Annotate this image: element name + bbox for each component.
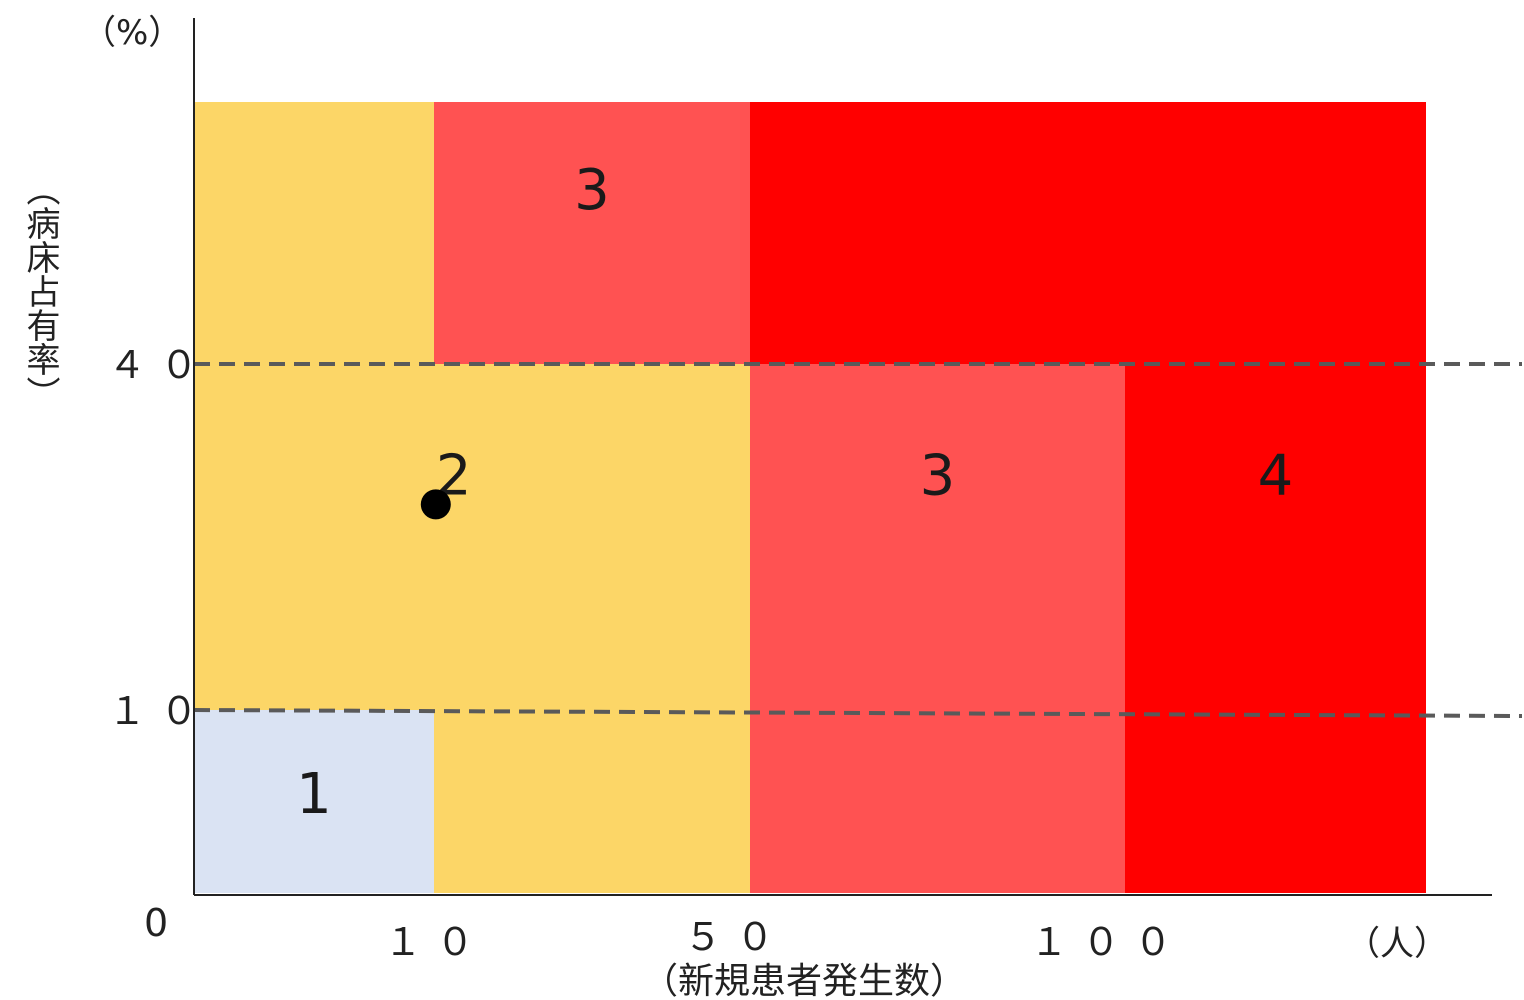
zone-label-zone-3-top: 3 — [574, 158, 610, 223]
current-status-point — [420, 489, 451, 520]
x-tick-label-10: １０ — [384, 920, 488, 964]
point-layer — [420, 489, 451, 520]
zone-zone-4-right — [1125, 364, 1426, 893]
zones-layer — [194, 102, 1426, 893]
threshold-line-10 — [193, 708, 1523, 718]
x-tick-label-100: １００ — [1030, 920, 1186, 964]
x-axis-label: （新規患者発生数） — [642, 961, 966, 1000]
y-tick-label-10: １０ — [108, 689, 212, 733]
y-axis-label: （病床占有率） — [20, 172, 60, 410]
zone-zone-2-mid — [434, 364, 750, 893]
zone-zone-1-low — [194, 710, 434, 893]
zone-zone-3-top — [434, 102, 750, 364]
zone-label-zone-3-mid: 3 — [920, 443, 956, 508]
x-tick-label-50: ５０ — [684, 915, 788, 959]
y-tick-label-40: ４０ — [108, 343, 212, 387]
axes — [193, 18, 1492, 896]
origin-label: 0 — [144, 901, 182, 945]
tick-labels: １０ ５０ １００ １０ ４０ — [108, 343, 1186, 964]
zone-label-zone-4-right: 4 — [1258, 443, 1294, 508]
zone-zone-4-top — [750, 102, 1426, 364]
y-unit-label: （%） — [82, 13, 182, 53]
x-unit-label: （人） — [1346, 924, 1448, 964]
zone-zone-2-left-top — [194, 102, 434, 710]
threshold-lines — [193, 362, 1523, 718]
zone-label-zone-1-low: 1 — [296, 762, 332, 827]
zone-zone-3-mid — [750, 364, 1125, 893]
